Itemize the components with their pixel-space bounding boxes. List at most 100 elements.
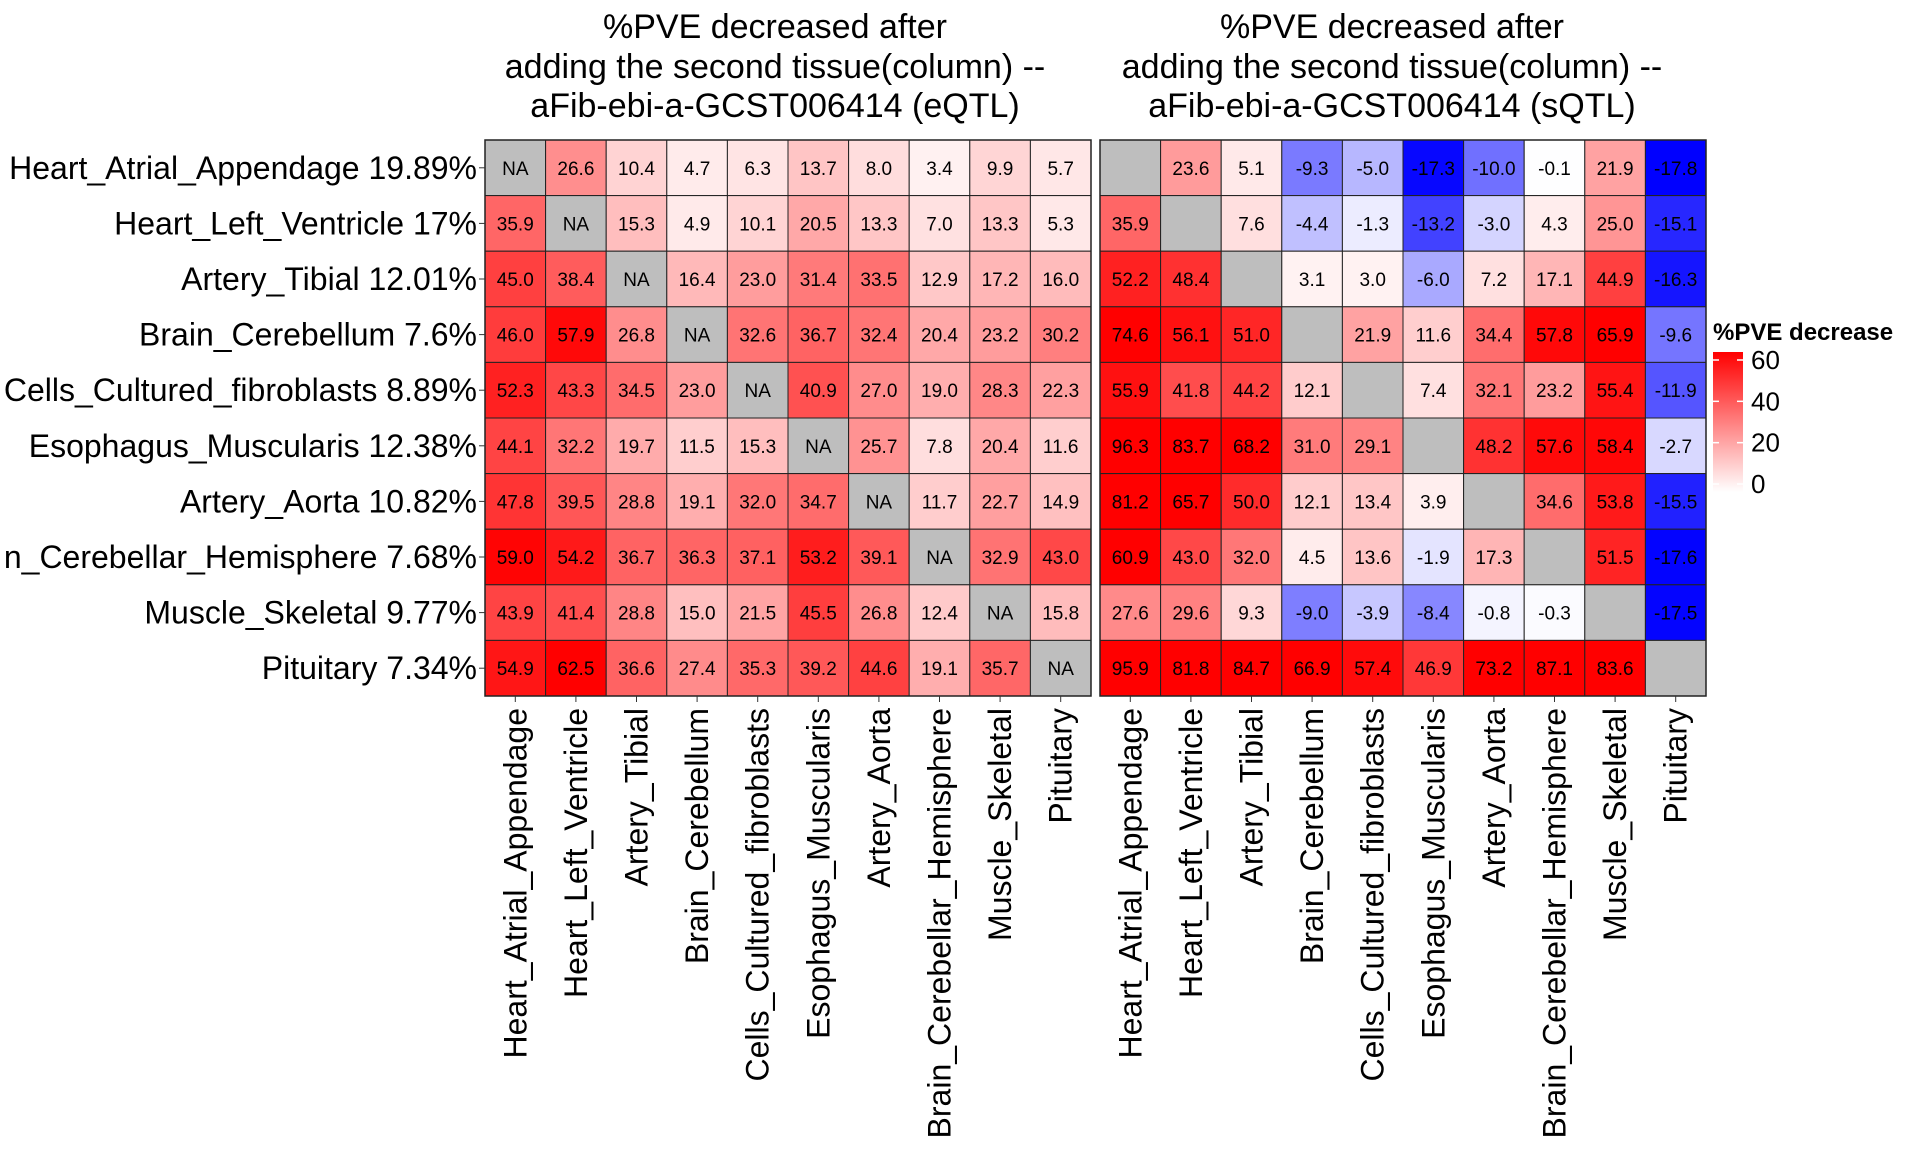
cell-value-label: 32.0	[739, 492, 776, 513]
heatmap-cell	[1029, 195, 1092, 252]
heatmap-cell	[787, 639, 850, 697]
panel-border	[1099, 139, 1707, 697]
panel-title-line: aFib-ebi-a-GCST006414 (sQTL)	[1148, 87, 1636, 125]
cell-value-label: 14.9	[1042, 492, 1079, 513]
cell-value-label: -5.0	[1356, 159, 1389, 180]
heatmap-cell	[969, 639, 1031, 697]
cell-value-label: -3.0	[1478, 214, 1511, 235]
panel-title-line: %PVE decreased after	[1220, 8, 1564, 46]
cell-value-label: 7.0	[926, 214, 952, 235]
heatmap-cell	[726, 639, 789, 697]
column-label: Brain_Cerebellum	[1294, 708, 1330, 964]
cell-value-label: 23.2	[982, 326, 1019, 347]
column-label: Heart_Atrial_Appendage	[1112, 708, 1148, 1058]
cell-value-label: 20.4	[921, 326, 958, 347]
heatmap-cell	[908, 584, 971, 641]
heatmap-cell	[1463, 139, 1525, 197]
cell-value-label: -17.3	[1412, 159, 1455, 180]
cell-value-label: 10.4	[618, 159, 655, 180]
cell-value-label: 36.3	[679, 548, 716, 569]
cell-value-label: 56.1	[1172, 326, 1209, 347]
cell-value-label: 13.4	[1354, 492, 1391, 513]
cell-value-label: 31.0	[1294, 437, 1331, 458]
heatmap-cell	[1523, 195, 1586, 252]
cell-value-label: -6.0	[1417, 270, 1450, 291]
heatmap-cell	[908, 639, 971, 697]
heatmap-cell	[1281, 306, 1343, 363]
heatmap-cell	[484, 417, 547, 475]
column-label: Muscle_Skeletal	[982, 708, 1018, 941]
cell-value-label: 57.6	[1536, 437, 1573, 458]
cell-value-label: 11.5	[679, 437, 715, 458]
cell-value-label: 7.6	[1238, 214, 1264, 235]
heatmap-cell	[848, 361, 910, 419]
cell-value-label: 44.9	[1597, 270, 1634, 291]
cell-value-label: 22.7	[982, 492, 1019, 513]
cell-value-label: -11.9	[1655, 381, 1697, 402]
cell-value-label: -17.8	[1654, 159, 1697, 180]
heatmap-cell	[1402, 306, 1465, 363]
cell-value-label: 3.9	[1420, 492, 1446, 513]
cell-value-label: 62.5	[557, 659, 594, 680]
column-label: Artery_Aorta	[861, 708, 897, 888]
cell-value-label: 45.5	[800, 604, 837, 625]
cell-value-label: 53.2	[800, 548, 837, 569]
cell-value-label: 36.6	[618, 659, 655, 680]
cell-value-label: 28.8	[618, 492, 655, 513]
column-label: Muscle_Skeletal	[1597, 708, 1633, 941]
heatmap-cell	[908, 195, 971, 252]
cell-value-label: 12.1	[1294, 492, 1331, 513]
heatmap-cell	[787, 361, 850, 419]
column-label: Heart_Left_Ventricle	[1173, 708, 1209, 998]
cell-value-label: 9.9	[987, 159, 1013, 180]
cell-value-label: 23.2	[1536, 381, 1573, 402]
heatmap-cell	[1584, 195, 1646, 252]
heatmap-cell	[969, 473, 1031, 530]
cell-value-label: 21.9	[1354, 326, 1391, 347]
heatmap-cell	[969, 528, 1031, 586]
row-label: Heart_Atrial_Appendage 19.89%	[9, 150, 477, 186]
row-label: Brain_Cerebellum 7.6%	[139, 317, 477, 353]
heatmap-cell	[969, 306, 1031, 363]
column-label: Brain_Cerebellar_Hemisphere	[922, 708, 958, 1138]
heatmap-cell	[848, 250, 910, 308]
row-label: Artery_Aorta 10.82%	[180, 483, 477, 519]
cell-value-label: 15.8	[1042, 604, 1079, 625]
row-label: Esophagus_Muscularis 12.38%	[29, 428, 477, 464]
cell-value-label: 37.1	[739, 548, 776, 569]
cell-value-label: 41.8	[1172, 381, 1209, 402]
heatmap-cell	[1584, 528, 1646, 586]
cell-value-label: 8.0	[866, 159, 892, 180]
cell-value-label: 25.0	[1597, 214, 1634, 235]
cell-value-label: 34.5	[618, 381, 655, 402]
heatmap-cell	[1160, 584, 1222, 641]
heatmap-cell	[1281, 639, 1343, 697]
cell-value-label: 59.0	[497, 548, 534, 569]
cell-value-label: -3.9	[1356, 604, 1389, 625]
heatmap-cell	[1220, 584, 1283, 641]
heatmap-cell	[1341, 250, 1404, 308]
panel-title-line: %PVE decreased after	[603, 8, 947, 46]
heatmap-cell	[1523, 250, 1586, 308]
cell-value-label: 36.7	[800, 326, 837, 347]
cell-value-label: 65.7	[1172, 492, 1209, 513]
cell-value-label: 57.9	[557, 326, 594, 347]
cell-value-label: NA	[926, 548, 953, 569]
heatmap-cell	[545, 195, 607, 252]
cell-value-label: 43.3	[557, 381, 594, 402]
cell-value-label: 44.2	[1233, 381, 1270, 402]
legend-tick-label: 60	[1751, 345, 1780, 375]
cell-value-label: 30.2	[1042, 326, 1079, 347]
heatmap-cell	[848, 306, 910, 363]
heatmap-cell	[969, 250, 1031, 308]
heatmap-cell	[545, 361, 607, 419]
cell-value-label: 6.3	[744, 159, 770, 180]
heatmap-cell	[908, 361, 971, 419]
heatmap-cell	[848, 528, 910, 586]
cell-value-label: 7.4	[1420, 381, 1447, 402]
heatmap-cell	[1523, 306, 1586, 363]
cell-value-label: 54.2	[557, 548, 594, 569]
heatmap-cell	[1099, 361, 1162, 419]
heatmap-cell	[908, 250, 971, 308]
